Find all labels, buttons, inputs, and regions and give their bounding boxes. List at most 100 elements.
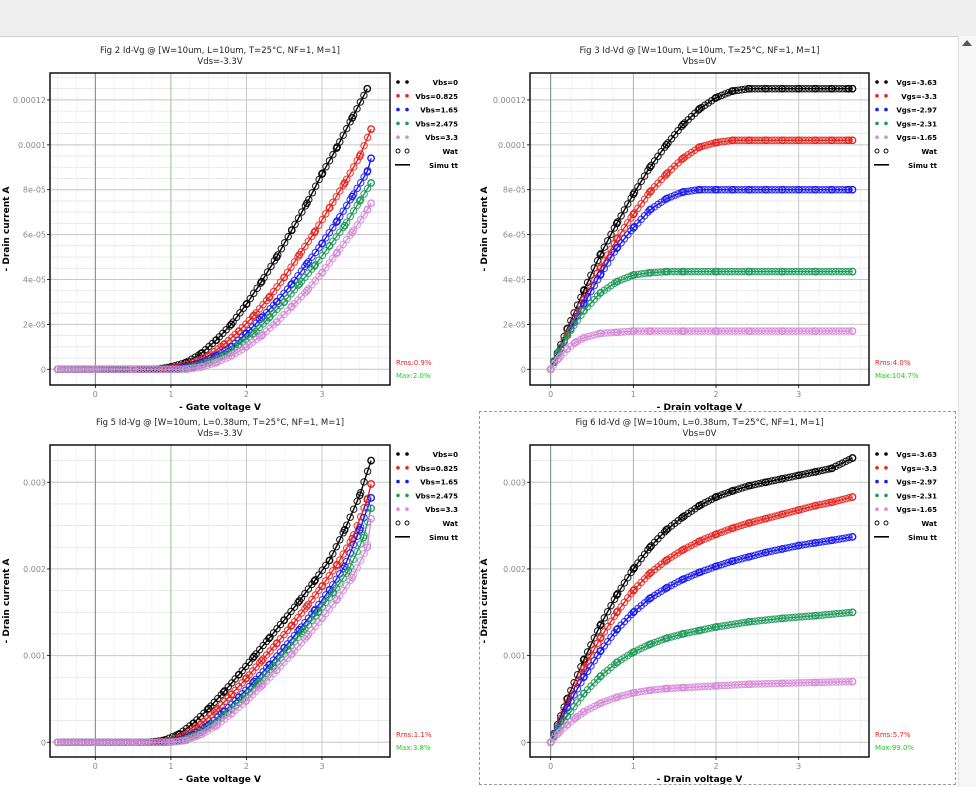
- data-point-measured: [679, 154, 687, 163]
- chart-panel-fig5[interactable]: Fig 5 Id-Vg @ [W=10um, L=0.38um, T=25°C,…: [0, 412, 478, 785]
- legend-marker: [875, 493, 879, 498]
- data-point-measured: [546, 738, 555, 747]
- legend-label: Vgs=-1.65: [896, 134, 937, 142]
- data-point: [291, 220, 299, 229]
- data-point: [308, 232, 316, 240]
- data-point-measured: [280, 298, 289, 306]
- data-point-measured: [299, 627, 307, 636]
- data-point: [311, 261, 320, 269]
- data-point-measured: [579, 286, 588, 295]
- data-point-measured: [272, 318, 281, 327]
- series-4: [53, 514, 375, 747]
- data-point: [301, 242, 309, 251]
- data-point: [276, 278, 285, 286]
- data-point: [701, 141, 709, 150]
- legend-label: Vbs=1.65: [420, 107, 458, 115]
- series-line: [550, 189, 853, 370]
- legend-label: Vgs=-2.31: [896, 492, 937, 500]
- data-point: [650, 638, 659, 647]
- data-point-measured: [318, 614, 326, 623]
- data-point: [603, 696, 612, 705]
- series-line: [550, 611, 853, 743]
- data-point-measured: [646, 163, 654, 172]
- data-point: [667, 192, 676, 201]
- data-point: [342, 581, 351, 590]
- y-tick-label: 4e-05: [23, 276, 46, 285]
- legend-label: Wat: [442, 148, 458, 156]
- data-point: [353, 221, 361, 229]
- data-point: [624, 218, 632, 227]
- data-point: [256, 279, 265, 287]
- data-point-measured: [295, 597, 304, 605]
- data-point: [304, 600, 313, 608]
- data-point-measured: [212, 358, 221, 367]
- data-point-measured: [367, 504, 375, 513]
- legend-marker: [875, 135, 879, 139]
- series-0: [546, 84, 857, 374]
- chart-panel-fig3[interactable]: Fig 3 Id-Vd @ [W=10um, L=10um, T=25°C, N…: [478, 40, 956, 413]
- data-point-measured: [563, 721, 572, 729]
- data-point-measured: [318, 239, 326, 248]
- data-point-measured: [629, 608, 638, 617]
- data-point: [294, 214, 303, 222]
- series-line: [550, 330, 853, 370]
- data-point: [617, 692, 625, 700]
- data-point-measured: [662, 556, 671, 565]
- data-point: [332, 233, 341, 241]
- data-point-measured: [367, 154, 375, 163]
- data-point: [232, 313, 241, 322]
- legend-label: Vbs=0.825: [415, 465, 458, 473]
- data-point-measured: [596, 647, 605, 656]
- data-point: [620, 223, 629, 232]
- data-point: [687, 572, 696, 580]
- legend-marker: [874, 520, 880, 526]
- data-point: [363, 184, 372, 193]
- data-point: [346, 513, 354, 521]
- data-point-measured: [257, 331, 266, 340]
- data-point: [758, 515, 766, 524]
- legend-marker: [884, 493, 888, 498]
- data-point: [339, 586, 347, 595]
- data-point: [339, 207, 347, 215]
- data-point-measured: [728, 557, 737, 565]
- data-point: [342, 201, 351, 210]
- legend-marker: [405, 107, 409, 112]
- y-tick-label: 0.001: [23, 652, 46, 661]
- legend-marker: [875, 479, 879, 484]
- data-point-measured: [272, 253, 281, 261]
- data-point: [325, 156, 334, 165]
- chart-panel-fig6[interactable]: Fig 6 Id-Vd @ [W=10um, L=0.38um, T=25°C,…: [478, 412, 956, 785]
- data-point-measured: [265, 293, 273, 302]
- data-point: [339, 550, 347, 558]
- chart-panel-fig2[interactable]: Fig 2 Id-Vg @ [W=10um, L=10um, T=25°C, N…: [0, 40, 478, 413]
- data-point: [600, 614, 609, 622]
- data-point: [620, 579, 629, 587]
- y-axis-label: - Drain current A: [2, 186, 12, 271]
- data-point: [339, 574, 347, 582]
- data-point: [353, 547, 361, 556]
- data-point: [801, 504, 810, 512]
- data-point-measured: [571, 714, 580, 722]
- data-point: [263, 268, 272, 276]
- series-line: [550, 457, 853, 743]
- vertical-scrollbar[interactable]: [958, 36, 976, 787]
- data-point-measured: [646, 569, 654, 578]
- data-point-measured: [563, 331, 572, 340]
- data-point-measured: [563, 345, 572, 353]
- scroll-up-arrow-icon[interactable]: [962, 40, 972, 46]
- data-point: [322, 163, 330, 171]
- data-point: [670, 632, 679, 640]
- data-point-measured: [712, 493, 720, 501]
- data-point: [774, 511, 783, 519]
- data-point: [318, 603, 327, 611]
- chart-subtitle: Vbs=0V: [683, 57, 717, 67]
- legend-marker: [875, 121, 879, 126]
- data-point: [607, 601, 615, 610]
- data-point: [339, 240, 347, 249]
- data-point: [325, 228, 334, 237]
- data-point: [305, 195, 313, 204]
- x-tick-label: 3: [796, 762, 801, 771]
- data-point: [573, 316, 582, 325]
- data-point-measured: [355, 197, 364, 205]
- data-point: [342, 175, 351, 184]
